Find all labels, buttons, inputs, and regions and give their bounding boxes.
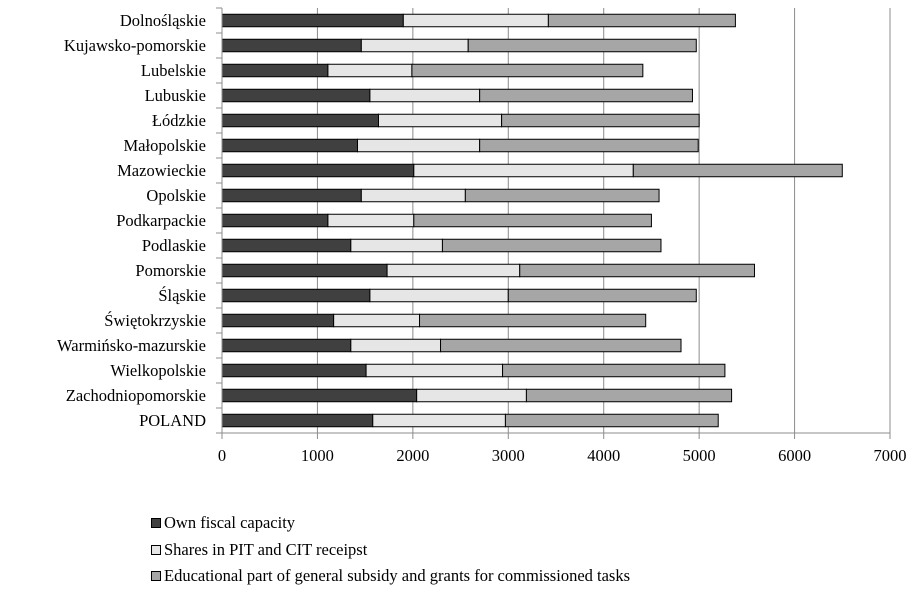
bar-dolnoslaskie-series-1 bbox=[402, 13, 549, 28]
x-tick-label-2000: 2000 bbox=[396, 446, 429, 465]
x-tick-label-1000: 1000 bbox=[301, 446, 334, 465]
bar-wielkopolskie-series-1 bbox=[365, 363, 504, 378]
category-label-swietokrzyskie: Świętokrzyskie bbox=[104, 311, 206, 330]
bar-opolskie-series-2 bbox=[464, 188, 660, 203]
bar-dolnoslaskie-series-2 bbox=[547, 13, 736, 28]
bar-kujawsko-pomorskie-series-0 bbox=[221, 38, 362, 53]
category-label-podlaskie: Podlaskie bbox=[142, 236, 206, 255]
category-label-lodzkie: Łódzkie bbox=[152, 111, 206, 130]
category-label-kujawsko-pomorskie: Kujawsko-pomorskie bbox=[64, 36, 206, 55]
bar-slaskie-series-1 bbox=[369, 288, 509, 303]
category-label-opolskie: Opolskie bbox=[146, 186, 206, 205]
bar-lubuskie-series-1 bbox=[369, 88, 481, 103]
legend-item-shares-pit-cit: Shares in PIT and CIT receipst bbox=[151, 537, 630, 564]
x-tick-label-7000: 7000 bbox=[874, 446, 907, 465]
bar-pomorskie-series-0 bbox=[221, 263, 388, 278]
bar-mazowieckie-series-1 bbox=[413, 163, 634, 178]
legend-swatch-own-fiscal-capacity bbox=[151, 518, 161, 529]
bar-lubelskie-series-0 bbox=[221, 63, 329, 78]
bar-podlaskie-series-1 bbox=[350, 238, 443, 253]
category-label-slaskie: Śląskie bbox=[158, 286, 206, 305]
bar-podkarpackie-series-0 bbox=[221, 213, 329, 228]
x-tick-label-3000: 3000 bbox=[492, 446, 525, 465]
bar-poland-series-0 bbox=[221, 413, 374, 428]
x-tick-label-5000: 5000 bbox=[683, 446, 716, 465]
legend: Own fiscal capacity Shares in PIT and CI… bbox=[151, 510, 630, 590]
bar-zachodniopomorskie-series-2 bbox=[525, 388, 733, 403]
x-tick-label-0: 0 bbox=[218, 446, 226, 465]
bar-poland-series-2 bbox=[504, 413, 719, 428]
legend-item-educational-subsidy: Educational part of general subsidy and … bbox=[151, 563, 630, 590]
bar-slaskie-series-0 bbox=[221, 288, 371, 303]
bar-warminsko-mazurskie-series-0 bbox=[221, 338, 352, 353]
bar-opolskie-series-1 bbox=[360, 188, 466, 203]
bar-poland-series-1 bbox=[372, 413, 506, 428]
bar-slaskie-series-2 bbox=[507, 288, 697, 303]
bar-warminsko-mazurskie-series-1 bbox=[350, 338, 442, 353]
bar-kujawsko-pomorskie-series-2 bbox=[467, 38, 697, 53]
bar-wielkopolskie-series-2 bbox=[502, 363, 726, 378]
legend-label-own-fiscal-capacity: Own fiscal capacity bbox=[164, 513, 296, 533]
category-label-malopolskie: Małopolskie bbox=[124, 136, 207, 155]
bar-kujawsko-pomorskie-series-1 bbox=[360, 38, 469, 53]
bar-mazowieckie-series-2 bbox=[632, 163, 843, 178]
legend-item-own-fiscal-capacity: Own fiscal capacity bbox=[151, 510, 630, 537]
category-label-lubelskie: Lubelskie bbox=[141, 61, 206, 80]
bar-podlaskie-series-2 bbox=[441, 238, 662, 253]
x-tick-label-6000: 6000 bbox=[778, 446, 811, 465]
category-label-zachodniopomorskie: Zachodniopomorskie bbox=[66, 386, 206, 405]
bar-opolskie-series-0 bbox=[221, 188, 362, 203]
bar-podkarpackie-series-1 bbox=[327, 213, 415, 228]
category-label-lubuskie: Lubuskie bbox=[145, 86, 206, 105]
bar-lodzkie-series-1 bbox=[378, 113, 503, 128]
legend-swatch-educational-subsidy bbox=[151, 571, 161, 582]
bar-dolnoslaskie-series-0 bbox=[221, 13, 404, 28]
bar-malopolskie-series-2 bbox=[479, 138, 699, 153]
category-label-mazowieckie: Mazowieckie bbox=[117, 161, 206, 180]
bar-zachodniopomorskie-series-0 bbox=[221, 388, 418, 403]
legend-label-educational-subsidy: Educational part of general subsidy and … bbox=[164, 566, 631, 586]
bar-wielkopolskie-series-0 bbox=[221, 363, 367, 378]
bar-lubuskie-series-0 bbox=[221, 88, 371, 103]
bar-lubelskie-series-1 bbox=[327, 63, 413, 78]
legend-label-shares-pit-cit: Shares in PIT and CIT receipst bbox=[164, 539, 368, 559]
stacked-bar-chart: Dolnośląskie Kujawsko-pomorskie Lubelskie L… bbox=[57, 7, 907, 465]
bar-podlaskie-series-0 bbox=[221, 238, 352, 253]
bar-swietokrzyskie-series-1 bbox=[333, 313, 421, 328]
bar-pomorskie-series-2 bbox=[519, 263, 755, 278]
bar-warminsko-mazurskie-series-2 bbox=[440, 338, 682, 353]
bar-podkarpackie-series-2 bbox=[413, 213, 652, 228]
bar-lubuskie-series-2 bbox=[479, 88, 693, 103]
bar-pomorskie-series-1 bbox=[386, 263, 521, 278]
bar-lodzkie-series-0 bbox=[221, 113, 380, 128]
legend-swatch-shares-pit-cit bbox=[151, 544, 161, 555]
bar-lodzkie-series-2 bbox=[501, 113, 700, 128]
bar-malopolskie-series-0 bbox=[221, 138, 359, 153]
bar-mazowieckie-series-0 bbox=[221, 163, 415, 178]
category-label-warminsko-mazurskie: Warmińsko-mazurskie bbox=[57, 336, 206, 355]
category-label-poland: POLAND bbox=[139, 411, 206, 430]
category-label-pomorskie: Pomorskie bbox=[135, 261, 206, 280]
category-label-dolnoslaskie: Dolnośląskie bbox=[120, 11, 206, 30]
bar-zachodniopomorskie-series-1 bbox=[416, 388, 527, 403]
category-label-wielkopolskie: Wielkopolskie bbox=[110, 361, 206, 380]
category-label-podkarpackie: Podkarpackie bbox=[116, 211, 206, 230]
x-tick-label-4000: 4000 bbox=[587, 446, 620, 465]
bar-malopolskie-series-1 bbox=[357, 138, 481, 153]
bar-lubelskie-series-2 bbox=[411, 63, 644, 78]
bar-swietokrzyskie-series-0 bbox=[221, 313, 335, 328]
bar-swietokrzyskie-series-2 bbox=[419, 313, 647, 328]
